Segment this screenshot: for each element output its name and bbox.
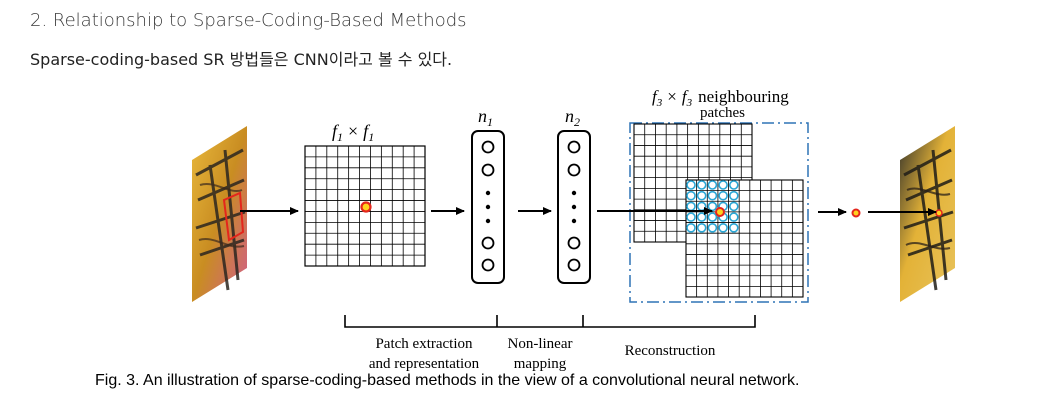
overlap-circle (696, 201, 707, 212)
svg-text:n1: n1 (478, 106, 493, 129)
f1-times: × (348, 121, 358, 141)
overlap-circle (686, 223, 696, 233)
overlap-circle (718, 190, 728, 201)
overlap-circle (728, 212, 739, 222)
f1-label-2: f (363, 121, 371, 141)
n2-layer (557, 130, 591, 284)
overlap-circle (728, 201, 739, 212)
section-paragraph: Sparse-coding-based SR 방법들은 CNN이라고 볼 수 있… (30, 50, 453, 69)
patch-overlap-circles (686, 180, 739, 233)
overlap-circle (686, 201, 696, 212)
overlap-circle (696, 212, 707, 222)
output-pixel (851, 208, 861, 218)
overlap-circle (686, 212, 696, 222)
section-heading: 2. Relationship to Sparse-Coding-Based M… (30, 10, 467, 31)
overlap-circle (686, 190, 696, 201)
svg-text:f1×f1: f1 × f1 (332, 121, 374, 144)
overlap-circle (707, 212, 718, 222)
neighbouring-label: neighbouring (698, 87, 789, 106)
overlap-circle (707, 180, 718, 190)
f3-times: × (667, 87, 677, 106)
stage-patch-line1: Patch extraction (375, 336, 473, 352)
f3-label: f (652, 87, 659, 106)
f1-sub: 1 (337, 130, 343, 144)
stage-patch-line2: and representation (369, 356, 480, 372)
n2-label: n (565, 106, 574, 126)
f3-label-2: f (682, 87, 689, 106)
overlap-circle (686, 180, 696, 190)
overlap-circle (707, 223, 718, 233)
f3-center-marker (715, 207, 725, 217)
stage-nonlinear-line1: Non-linear (508, 336, 573, 352)
overlap-circle (707, 190, 718, 201)
n2-sub: 2 (574, 115, 580, 129)
figure-caption: Fig. 3. An illustration of sparse-coding… (95, 372, 800, 389)
overlap-circle (718, 180, 728, 190)
f3-dashed-box (629, 122, 809, 303)
overlap-circle (728, 180, 739, 190)
overlap-circle (728, 190, 739, 201)
overlap-circle (707, 201, 718, 212)
f1-label: f (332, 121, 340, 141)
f1-center-marker (360, 201, 372, 213)
stage-nonlinear-line2: mapping (514, 356, 567, 372)
stage-reconstruction: Reconstruction (625, 343, 716, 359)
f3-sub: 3 (656, 97, 663, 109)
overlap-circle (696, 223, 707, 233)
f3-sub-2: 3 (686, 97, 693, 109)
output-image (900, 126, 955, 302)
input-image (192, 126, 247, 302)
patches-label: patches (700, 105, 745, 121)
overlap-circle (728, 223, 739, 233)
stage-bracket (344, 315, 756, 328)
n1-layer (471, 130, 505, 284)
overlap-circle (696, 180, 707, 190)
svg-text:n2: n2 (565, 106, 580, 129)
output-pixel-marker (935, 209, 943, 217)
f3-grid-bottom (685, 179, 804, 298)
f1-sub-2: 1 (368, 130, 374, 144)
f1-grid (304, 145, 426, 267)
overlap-circle (696, 190, 707, 201)
overlap-circle (718, 223, 728, 233)
n1-sub: 1 (487, 115, 493, 129)
n1-label: n (478, 106, 487, 126)
